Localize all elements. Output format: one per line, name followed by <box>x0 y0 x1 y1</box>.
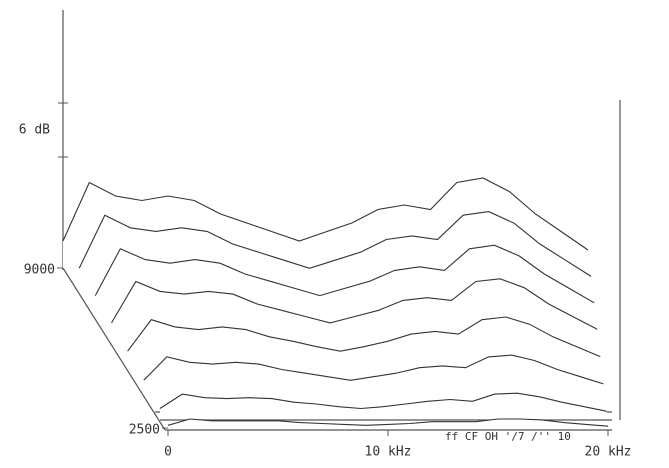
slice <box>62 177 589 251</box>
scale-bar-label: 6 dB <box>19 123 50 138</box>
slice <box>159 392 607 412</box>
z-tick-label: 2500 <box>129 423 160 438</box>
slice <box>127 316 601 358</box>
slice <box>78 211 592 277</box>
slice-fill <box>127 317 601 367</box>
depth-axis <box>62 267 166 431</box>
slice <box>167 418 609 427</box>
slice <box>94 244 595 304</box>
annotation: ff CF OH '/7 /'' 10 <box>445 430 571 443</box>
x-tick-label: 20 kHz <box>585 445 632 460</box>
x-tick-label: 0 <box>164 445 172 460</box>
slice <box>111 278 598 330</box>
x-tick-label: 10 kHz <box>365 445 412 460</box>
z-tick-label: 9000 <box>24 263 55 278</box>
slice-fill <box>143 355 604 392</box>
slice <box>143 354 604 385</box>
